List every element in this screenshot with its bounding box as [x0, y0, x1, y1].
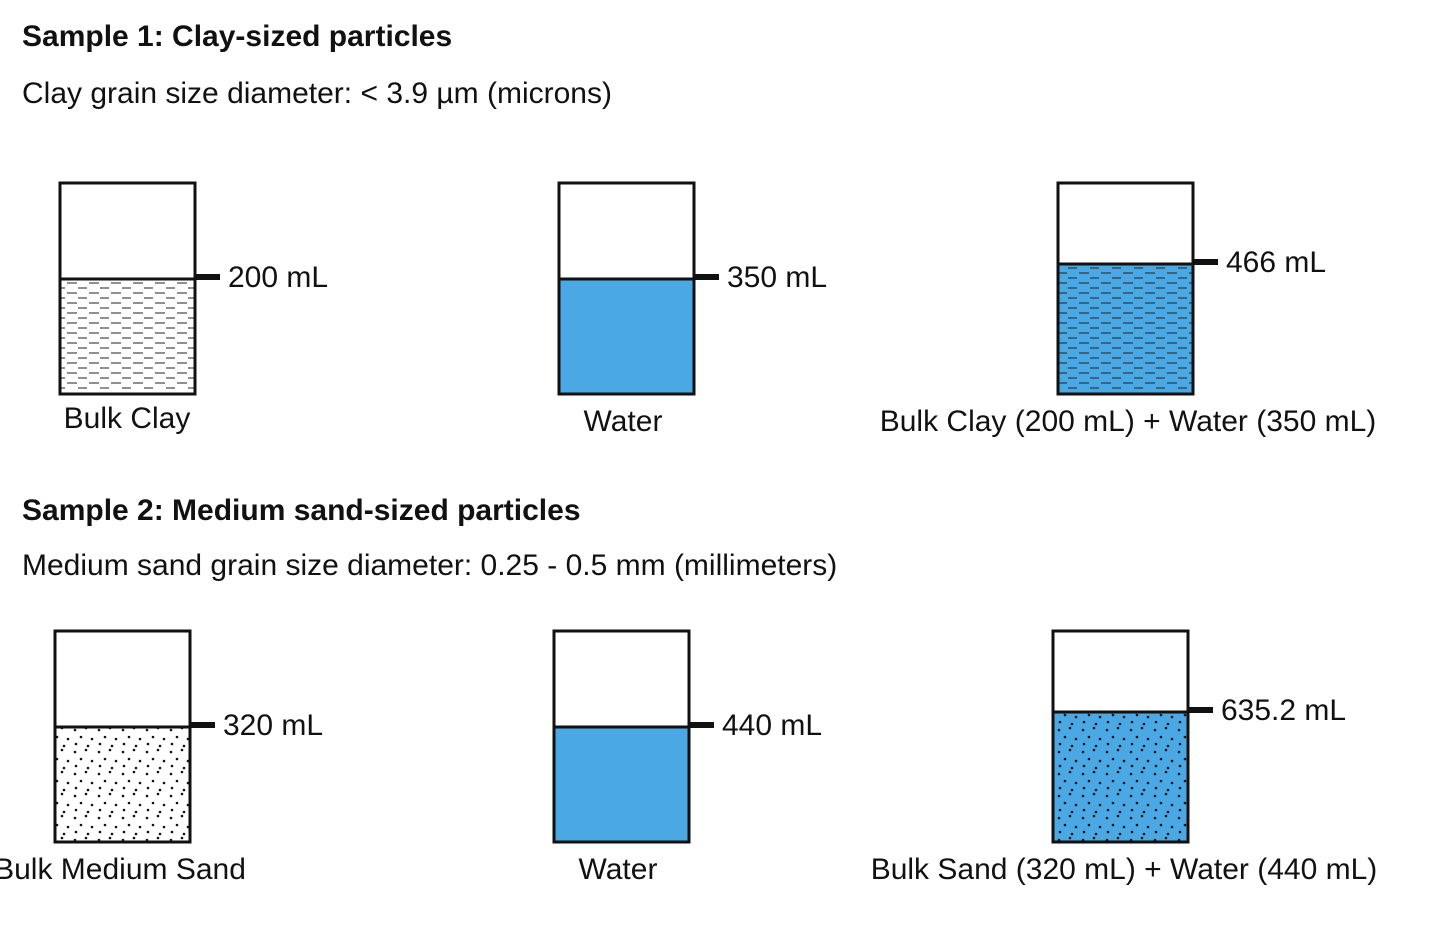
- beaker-caption: Bulk Sand (320 mL) + Water (440 mL): [871, 853, 1378, 886]
- level-label: 200 mL: [228, 261, 328, 294]
- beaker-caption: Bulk Clay: [64, 402, 191, 435]
- level-label: 350 mL: [727, 261, 827, 294]
- clay-fill: [60, 279, 195, 394]
- level-label: 320 mL: [223, 709, 323, 742]
- beaker-outline: [557, 181, 696, 396]
- beaker-outline: [58, 181, 197, 396]
- sand-fill: [1053, 712, 1188, 842]
- sand-fill: [55, 727, 190, 842]
- level-label: 440 mL: [722, 709, 822, 742]
- beaker-caption: Water: [579, 853, 658, 886]
- water-fill: [559, 279, 694, 394]
- level-label: 466 mL: [1226, 246, 1326, 279]
- beaker-caption: Bulk Clay (200 mL) + Water (350 mL): [880, 405, 1377, 438]
- beaker-outline: [552, 629, 691, 844]
- beaker-outline: [1056, 181, 1195, 396]
- beaker-outline: [53, 629, 192, 844]
- clay-fill: [1058, 264, 1193, 394]
- level-label: 635.2 mL: [1221, 694, 1346, 727]
- section-title: Sample 1: Clay-sized particles: [22, 20, 452, 53]
- section-subtitle: Medium sand grain size diameter: 0.25 - …: [22, 549, 837, 582]
- beaker-caption: Bulk Medium Sand: [0, 853, 246, 886]
- water-fill: [554, 727, 689, 842]
- beaker-caption: Water: [584, 405, 663, 438]
- section-title: Sample 2: Medium sand-sized particles: [22, 494, 581, 527]
- section-subtitle: Clay grain size diameter: < 3.9 µm (micr…: [22, 77, 612, 110]
- beaker-outline: [1051, 629, 1190, 844]
